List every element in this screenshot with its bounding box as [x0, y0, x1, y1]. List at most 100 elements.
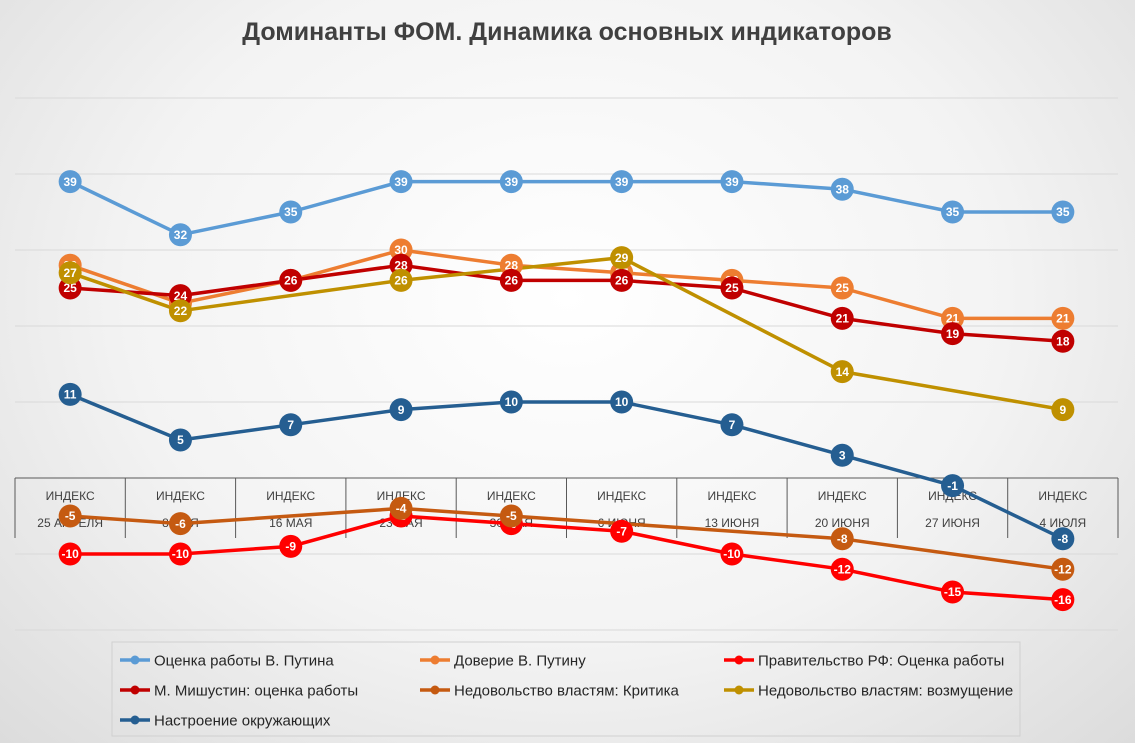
data-label: 3	[839, 448, 846, 462]
data-label: 29	[615, 251, 629, 265]
data-label: 39	[394, 175, 408, 189]
data-point	[168, 428, 192, 452]
data-label: 26	[394, 274, 408, 288]
x-tick-label: ИНДЕКС	[1038, 489, 1087, 503]
data-point	[720, 413, 744, 437]
data-label: 26	[505, 274, 519, 288]
data-point	[941, 322, 965, 346]
data-point	[720, 542, 744, 566]
data-point	[168, 542, 192, 566]
x-tick-label: ИНДЕКС	[707, 489, 756, 503]
data-labels: 3932353939393938353528232630282726252121…	[58, 170, 1075, 612]
data-label: 39	[63, 175, 77, 189]
data-point	[389, 398, 413, 422]
data-label: 19	[946, 327, 960, 341]
data-label: -10	[172, 547, 190, 561]
data-point	[1051, 588, 1075, 612]
data-point	[499, 170, 523, 194]
data-label: 9	[1060, 403, 1067, 417]
data-label: 21	[1056, 312, 1070, 326]
x-tick-label: 16 МАЯ	[269, 516, 312, 530]
legend-marker	[430, 655, 440, 665]
data-label: 7	[287, 418, 294, 432]
x-tick-label: ИНДЕКС	[597, 489, 646, 503]
legend-label: Недовольство властям: возмущение	[758, 683, 1013, 700]
data-point	[1051, 329, 1075, 353]
data-label: -1	[947, 479, 958, 493]
data-label: 39	[615, 175, 629, 189]
data-point	[499, 268, 523, 292]
data-point	[58, 170, 82, 194]
data-point	[499, 390, 523, 414]
legend-marker	[430, 685, 440, 695]
legend-label: Недовольство властям: Критика	[454, 683, 679, 700]
data-label: 39	[505, 175, 519, 189]
data-label: -9	[285, 540, 296, 554]
data-label: 9	[398, 403, 405, 417]
data-point	[1051, 398, 1075, 422]
data-point	[279, 413, 303, 437]
series-line	[68, 179, 1065, 237]
data-label: -5	[506, 509, 517, 523]
data-label: 32	[174, 228, 188, 242]
data-point	[389, 496, 413, 520]
data-label: 10	[615, 395, 629, 409]
data-label: 25	[836, 281, 850, 295]
series-line	[68, 506, 1065, 571]
data-label: 26	[284, 274, 298, 288]
data-point	[168, 223, 192, 247]
data-point	[389, 268, 413, 292]
x-tick-label: ИНДЕКС	[266, 489, 315, 503]
data-label: 26	[615, 274, 629, 288]
data-point	[58, 261, 82, 285]
series-line	[68, 263, 1065, 343]
x-tick-label: 20 ИЮНЯ	[815, 516, 870, 530]
data-label: 35	[946, 205, 960, 219]
data-point	[830, 527, 854, 551]
legend-label: Доверие В. Путину	[454, 653, 586, 670]
data-label: -10	[61, 547, 79, 561]
data-point	[830, 360, 854, 384]
data-point	[168, 299, 192, 323]
data-label: -8	[1058, 532, 1069, 546]
data-label: 27	[63, 266, 77, 280]
legend-marker	[734, 685, 744, 695]
data-point	[610, 390, 634, 414]
data-point	[389, 170, 413, 194]
data-point	[279, 200, 303, 224]
data-point	[830, 276, 854, 300]
data-label: 14	[836, 365, 850, 379]
data-label: -7	[616, 524, 627, 538]
data-point	[279, 268, 303, 292]
x-tick-label: ИНДЕКС	[156, 489, 205, 503]
data-point	[830, 306, 854, 330]
legend-label: Правительство РФ: Оценка работы	[758, 653, 1004, 670]
data-label: -4	[396, 502, 407, 516]
data-label: -12	[834, 562, 852, 576]
data-point	[168, 512, 192, 536]
data-label: -12	[1054, 562, 1072, 576]
data-label: -10	[723, 547, 741, 561]
data-point	[58, 382, 82, 406]
data-label: 5	[177, 433, 184, 447]
legend: Оценка работы В. Путина Доверие В. Путину…	[111, 641, 1021, 737]
data-point	[941, 580, 965, 604]
data-label: 10	[505, 395, 519, 409]
data-label: 11	[64, 388, 77, 402]
data-label: 25	[63, 281, 77, 295]
data-point	[720, 170, 744, 194]
data-label: -16	[1054, 593, 1072, 607]
data-point	[610, 170, 634, 194]
data-label: 18	[1056, 334, 1070, 348]
data-label: 24	[174, 289, 188, 303]
data-point	[720, 276, 744, 300]
data-label: 21	[836, 312, 850, 326]
data-label: 21	[946, 312, 960, 326]
data-point	[58, 542, 82, 566]
x-tick-label: ИНДЕКС	[818, 489, 867, 503]
data-point	[610, 246, 634, 270]
data-point	[1051, 306, 1075, 330]
data-label: -15	[944, 585, 962, 599]
